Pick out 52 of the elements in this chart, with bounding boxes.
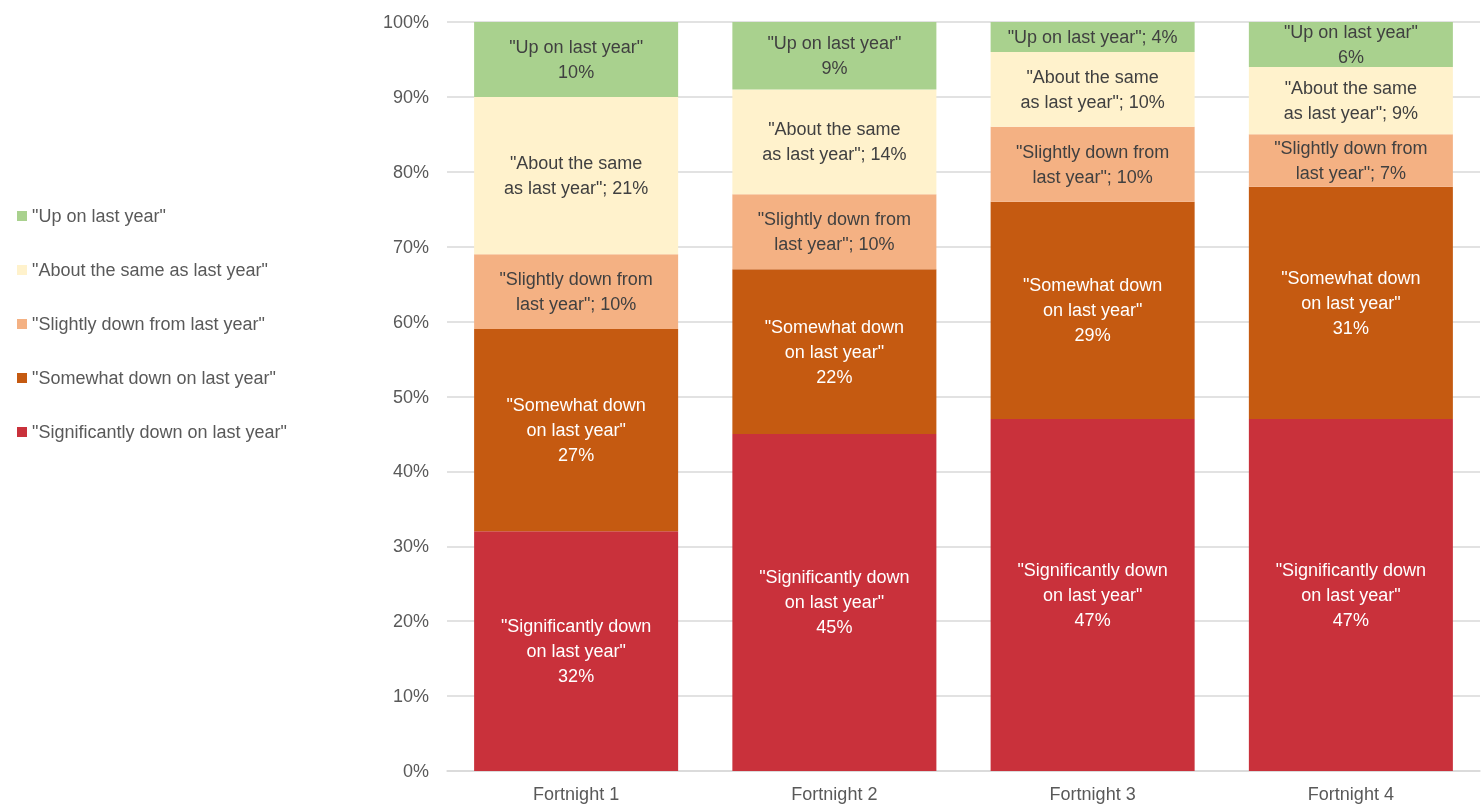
legend-label: "Significantly down on last year" <box>32 422 287 442</box>
legend-label: "Somewhat down on last year" <box>32 368 276 388</box>
data-label: "Slightly down from last year"; 10% <box>499 269 653 315</box>
x-tick-label: Fortnight 3 <box>1049 784 1136 804</box>
bar <box>732 269 937 434</box>
data-label: "Up on last year" 10% <box>509 36 644 82</box>
data-label: "About the same as last year"; 10% <box>1020 66 1165 112</box>
legend-label: "Slightly down from last year" <box>32 314 265 334</box>
y-tick-label: 70% <box>392 236 429 257</box>
bar <box>474 329 679 532</box>
bar <box>474 22 679 97</box>
legend-label: "About the same as last year" <box>32 260 268 280</box>
y-tick-label: 20% <box>392 611 429 632</box>
y-tick-label: 100% <box>382 12 429 32</box>
data-label: "Up on last year" 9% <box>767 33 902 79</box>
bar <box>732 433 937 771</box>
data-label: "Significantly down on last year" 47% <box>1017 559 1168 630</box>
x-tick-label: Fortnight 4 <box>1307 784 1394 804</box>
data-label: "Up on last year"; 4% <box>1007 26 1178 47</box>
y-tick-label: 0% <box>402 761 429 781</box>
bar <box>1248 186 1453 419</box>
bar <box>474 96 679 255</box>
y-tick-label: 10% <box>392 686 429 707</box>
y-tick-label: 90% <box>392 86 429 107</box>
data-label: "About the same as last year"; 21% <box>503 153 649 199</box>
bar <box>990 418 1195 771</box>
x-tick-label: Fortnight 1 <box>533 784 620 804</box>
data-label: "Significantly down on last year" 47% <box>1275 559 1427 630</box>
data-label: "Significantly down on last year" 32% <box>500 616 652 687</box>
legend-label: "Up on last year" <box>32 206 166 226</box>
y-tick-label: 60% <box>392 311 429 332</box>
x-tick-label: Fortnight 2 <box>791 784 878 804</box>
data-label: "Somewhat down on last year" 31% <box>1281 267 1421 338</box>
data-label: "Somewhat down on last year" 27% <box>506 395 646 466</box>
data-label: "Slightly down from last year"; 7% <box>1274 138 1428 184</box>
data-label: "Up on last year" 6% <box>1283 21 1418 67</box>
y-tick-label: 80% <box>392 161 429 182</box>
data-label: "About the same as last year"; 14% <box>762 119 907 165</box>
y-tick-label: 30% <box>392 536 429 557</box>
data-label: "Slightly down from last year"; 10% <box>757 209 912 255</box>
bar <box>474 531 679 771</box>
data-label: "About the same as last year"; 9% <box>1283 78 1419 124</box>
data-label: "Slightly down from last year"; 10% <box>1015 141 1170 187</box>
bar <box>732 89 937 195</box>
data-label: "Somewhat down on last year" 29% <box>1022 275 1163 346</box>
y-tick-label: 40% <box>392 461 429 482</box>
y-tick-label: 50% <box>392 386 429 407</box>
bar <box>990 201 1195 419</box>
bar <box>732 22 937 90</box>
data-label: "Somewhat down on last year" 22% <box>764 316 905 387</box>
data-label: "Significantly down on last year" 45% <box>759 567 910 638</box>
bar <box>1248 418 1453 771</box>
